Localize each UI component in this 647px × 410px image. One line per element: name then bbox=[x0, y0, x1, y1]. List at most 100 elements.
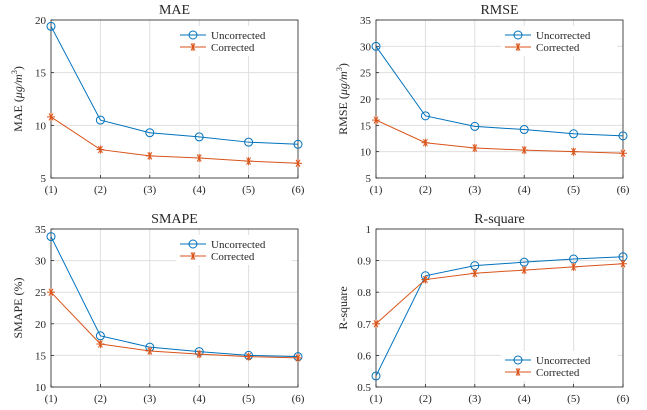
x-tick-label: (4) bbox=[193, 184, 206, 196]
legend-swatch-marker bbox=[514, 43, 522, 51]
data-point-corrected bbox=[619, 259, 627, 268]
legend-swatch-marker bbox=[188, 239, 198, 249]
data-point-corrected bbox=[47, 112, 55, 121]
data-point-uncorrected bbox=[95, 115, 105, 125]
legend-entry-label: Uncorrected bbox=[536, 355, 591, 367]
data-point-corrected bbox=[96, 145, 105, 154]
x-tick-label: (1) bbox=[370, 184, 383, 196]
y-tick-label: 30 bbox=[360, 41, 372, 53]
x-tick-label: (2) bbox=[94, 393, 107, 405]
legend-swatch-marker bbox=[514, 368, 522, 376]
data-point-corrected bbox=[195, 153, 204, 162]
y-tick-label: 0.8 bbox=[357, 287, 371, 299]
data-point-uncorrected bbox=[569, 129, 579, 139]
panel-0: (1) (2) (3) (4) (5) (6) 5 10 15 20 MAE MAE (μg/m3) U… bbox=[10, 3, 305, 196]
x-tick-label: (5) bbox=[242, 393, 255, 405]
y-tick-label: 15 bbox=[360, 120, 372, 132]
data-point-corrected bbox=[195, 350, 204, 359]
legend-entry-label: Uncorrected bbox=[211, 30, 266, 42]
y-tick-label: 15 bbox=[35, 350, 47, 362]
data-point-uncorrected bbox=[244, 137, 254, 147]
data-point-uncorrected bbox=[293, 139, 303, 149]
data-point-uncorrected bbox=[95, 331, 105, 341]
legend-entry-label: Corrected bbox=[211, 42, 255, 54]
legend-box bbox=[176, 235, 292, 265]
data-point-corrected bbox=[96, 340, 105, 349]
data-point-corrected bbox=[421, 138, 430, 147]
y-tick-label: 20 bbox=[35, 15, 47, 27]
y-tick-label: 10 bbox=[35, 382, 47, 394]
series-line-corrected bbox=[375, 119, 624, 154]
plot-frame bbox=[50, 228, 299, 388]
x-tick-label: (3) bbox=[468, 393, 481, 405]
legend-entry-label: Uncorrected bbox=[536, 30, 591, 42]
legend-swatch-marker bbox=[513, 355, 523, 365]
legend-swatch-marker bbox=[188, 30, 198, 40]
chart-title: R-square bbox=[474, 212, 525, 227]
x-tick-label: (1) bbox=[45, 184, 58, 196]
data-point-corrected bbox=[619, 149, 627, 158]
x-tick-label: (4) bbox=[518, 184, 531, 196]
data-point-uncorrected bbox=[371, 371, 381, 381]
y-tick-label: 25 bbox=[35, 287, 47, 299]
plot-frame bbox=[50, 19, 299, 179]
data-point-uncorrected bbox=[371, 41, 381, 51]
x-tick-label: (2) bbox=[94, 184, 107, 196]
plot-frame bbox=[375, 228, 624, 388]
y-tick-label: 0.7 bbox=[357, 319, 371, 331]
y-tick-label: 0.6 bbox=[357, 350, 371, 362]
data-point-uncorrected bbox=[519, 125, 529, 135]
panel-2: (1) (2) (3) (4) (5) (6) 10 15 20 25 30 35 SMAPE SMAPE… bbox=[11, 212, 305, 405]
legend-entry-label: Corrected bbox=[536, 367, 580, 379]
y-tick-label: 15 bbox=[35, 68, 47, 80]
y-tick-label: 30 bbox=[35, 256, 47, 268]
data-point-corrected bbox=[294, 159, 302, 168]
data-point-corrected bbox=[47, 288, 55, 297]
data-point-corrected bbox=[421, 275, 430, 284]
series-line-corrected bbox=[375, 263, 624, 325]
y-tick-label: 5 bbox=[366, 173, 372, 185]
y-tick-label: 20 bbox=[35, 319, 47, 331]
series-line-uncorrected bbox=[375, 256, 624, 377]
data-point-corrected bbox=[569, 262, 578, 271]
y-tick-label: 35 bbox=[360, 15, 372, 27]
data-point-corrected bbox=[569, 147, 578, 156]
y-tick-label: 0.5 bbox=[357, 382, 371, 394]
legend-swatch-marker bbox=[189, 252, 197, 260]
data-point-corrected bbox=[244, 157, 253, 166]
x-tick-label: (5) bbox=[567, 393, 580, 405]
data-point-uncorrected bbox=[145, 128, 155, 138]
y-tick-label: 25 bbox=[360, 68, 372, 80]
series-line-uncorrected bbox=[375, 46, 624, 137]
data-point-uncorrected bbox=[194, 132, 204, 142]
x-tick-label: (4) bbox=[193, 393, 206, 405]
panel-1: (1) (2) (3) (4) (5) (6) 5 10 15 20 25 30 35 RMSE RMSE … bbox=[335, 3, 630, 196]
series-line-corrected bbox=[50, 116, 299, 164]
x-tick-label: (2) bbox=[419, 184, 432, 196]
data-point-corrected bbox=[470, 269, 479, 278]
x-tick-label: (4) bbox=[518, 393, 531, 405]
data-point-corrected bbox=[294, 353, 302, 362]
legend-entry-label: Uncorrected bbox=[211, 239, 266, 251]
data-point-corrected bbox=[145, 151, 154, 160]
y-tick-label: 20 bbox=[360, 94, 372, 106]
y-axis-label: RMSE (μg/m3) bbox=[335, 63, 350, 135]
data-point-uncorrected bbox=[46, 232, 56, 242]
x-tick-label: (6) bbox=[292, 393, 305, 405]
x-tick-label: (5) bbox=[242, 184, 255, 196]
legend-entry-label: Corrected bbox=[211, 251, 255, 263]
data-point-uncorrected bbox=[618, 131, 628, 141]
legend-box bbox=[501, 351, 617, 381]
y-tick-label: 0.9 bbox=[357, 256, 371, 268]
data-point-corrected bbox=[244, 352, 253, 361]
data-point-uncorrected bbox=[420, 111, 430, 121]
x-tick-label: (2) bbox=[419, 393, 432, 405]
data-point-uncorrected bbox=[470, 121, 480, 131]
series-line-uncorrected bbox=[50, 26, 299, 145]
chart-title: RMSE bbox=[480, 3, 518, 18]
data-point-corrected bbox=[520, 146, 529, 155]
legend-entry-label: Corrected bbox=[536, 42, 580, 54]
y-tick-label: 5 bbox=[41, 173, 47, 185]
y-tick-label: 10 bbox=[360, 147, 372, 159]
